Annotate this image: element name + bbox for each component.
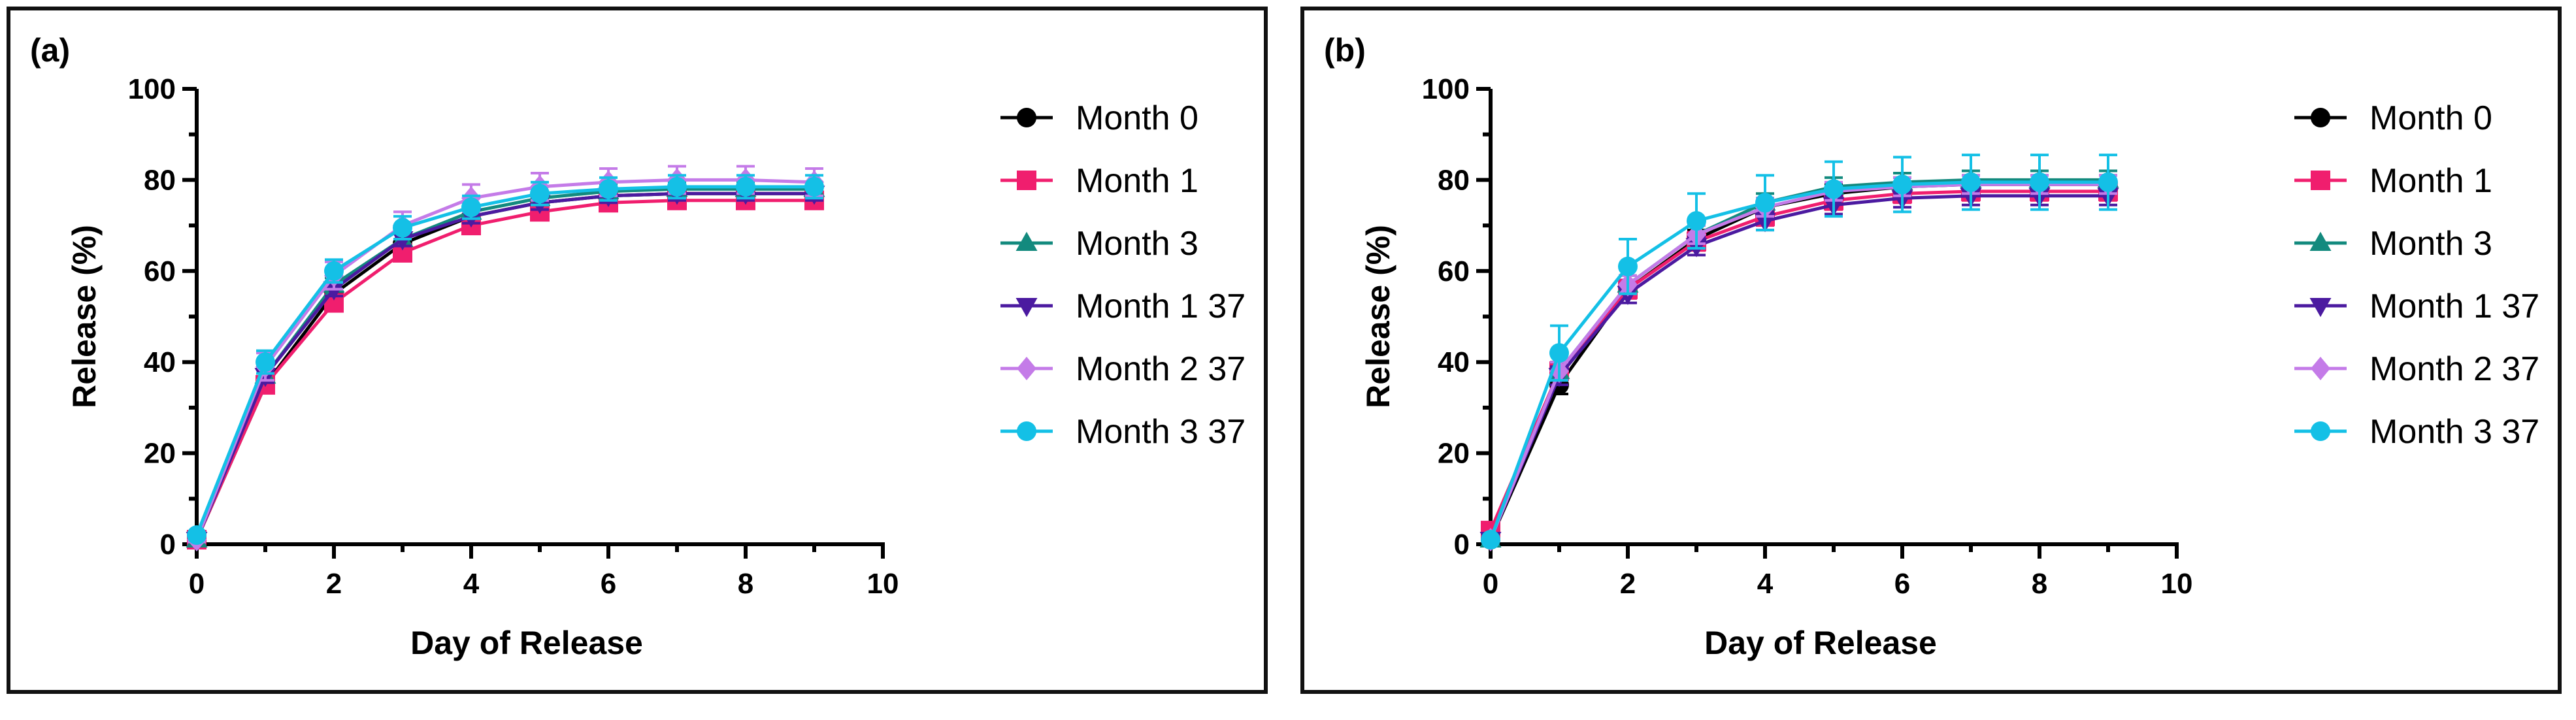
- x-tick-label: 4: [463, 568, 480, 600]
- legend-marker: [1017, 357, 1036, 380]
- data-point: [530, 184, 550, 204]
- data-point: [736, 176, 755, 197]
- x-tick-label: 0: [1483, 568, 1498, 600]
- y-tick-label: 20: [144, 438, 176, 470]
- series-line: [1489, 182, 2108, 541]
- legend-marker: [2311, 357, 2330, 380]
- legend-label: Month 1: [2370, 162, 2492, 200]
- data-point: [187, 525, 206, 546]
- data-point: [1549, 343, 1569, 363]
- legend-label: Month 1 37: [1076, 287, 1246, 325]
- y-axis-title: Release (%): [66, 225, 103, 408]
- panel-label-b: (b): [1324, 32, 1366, 69]
- x-tick-label: 8: [2032, 568, 2047, 600]
- data-point: [2098, 172, 2118, 192]
- data-point: [667, 176, 687, 197]
- y-tick-label: 80: [144, 164, 176, 196]
- y-tick-label: 0: [1454, 529, 1470, 561]
- x-tick-label: 4: [1757, 568, 1774, 600]
- y-axis-title: Release (%): [1360, 225, 1396, 408]
- x-tick-label: 6: [1894, 568, 1910, 600]
- legend-marker: [1017, 421, 1036, 441]
- series-4: [1479, 185, 2119, 551]
- series-line: [1489, 180, 2108, 540]
- legend-label: Month 0: [2370, 99, 2492, 137]
- legend-label: Month 3 37: [2370, 413, 2539, 451]
- legend-marker: [2311, 171, 2330, 190]
- legend-label: Month 1 37: [2370, 287, 2539, 325]
- x-axis-title: Day of Release: [410, 625, 643, 661]
- legend-marker: [2311, 108, 2330, 127]
- data-point: [1481, 530, 1500, 550]
- series-4: [186, 185, 825, 551]
- data-point: [1824, 179, 1843, 199]
- x-tick-label: 8: [738, 568, 753, 600]
- y-tick-label: 40: [144, 346, 176, 378]
- series-line: [195, 185, 814, 536]
- legend-marker: [1016, 298, 1038, 318]
- data-point: [324, 261, 344, 281]
- data-point: [1892, 174, 1912, 195]
- chart-b-svg: (b) 0 20 40 60 80 100 0 2 4 6 8 10 Day of Release Rele…: [1324, 32, 2539, 661]
- legend-marker: [2309, 231, 2332, 251]
- legend-label: Month 2 37: [1076, 350, 1246, 388]
- data-point: [391, 231, 414, 251]
- x-axis-title: Day of Release: [1704, 625, 1937, 661]
- series-line: [1489, 182, 2108, 540]
- data-point: [461, 197, 481, 218]
- legend-label: Month 3: [1076, 225, 1198, 263]
- data-point: [1755, 193, 1775, 213]
- y-tick-label: 60: [1438, 255, 1470, 287]
- series-line: [195, 199, 814, 541]
- legend-marker: [1016, 231, 1038, 251]
- x-tick-label: 10: [2161, 568, 2193, 600]
- data-point: [323, 281, 345, 301]
- chart-panel-a: (a) 0 20 40 60 80 100 0 2 4 6 8 10 Day of Release Rele…: [7, 7, 1268, 694]
- series-line: [1489, 178, 2108, 540]
- series-line: [195, 187, 814, 540]
- y-tick-label: 0: [160, 529, 176, 561]
- panel-label-a: (a): [30, 32, 70, 69]
- legend-label: Month 0: [1076, 99, 1198, 137]
- series-2: [187, 190, 824, 550]
- y-tick-label: 60: [144, 255, 176, 287]
- legend-marker: [2311, 421, 2330, 441]
- chart-panel-b: (b) 0 20 40 60 80 100 0 2 4 6 8 10 Day of Release Rele…: [1300, 7, 2562, 694]
- data-point: [1618, 256, 1638, 276]
- series-line: [195, 191, 814, 540]
- legend-marker: [1017, 171, 1036, 190]
- y-tick-label: 40: [1438, 346, 1470, 378]
- data-point: [393, 218, 412, 238]
- series-line: [1489, 194, 2108, 540]
- x-tick-label: 0: [189, 568, 205, 600]
- chart-a-svg: (a) 0 20 40 60 80 100 0 2 4 6 8 10 Day of Release Rele…: [30, 32, 1246, 661]
- series-1: [1481, 174, 2118, 550]
- legend-marker: [1017, 108, 1036, 127]
- data-point: [2030, 172, 2049, 192]
- series-line: [1489, 189, 2108, 532]
- legend-label: Month 2 37: [2370, 350, 2539, 388]
- data-point: [1687, 211, 1706, 231]
- x-tick-label: 10: [867, 568, 899, 600]
- y-tick-label: 80: [1438, 164, 1470, 196]
- y-tick-label: 100: [128, 73, 176, 105]
- series-line: [195, 191, 814, 541]
- series-line: [195, 178, 815, 540]
- data-point: [256, 352, 275, 372]
- legend-marker: [2309, 298, 2332, 318]
- y-tick-label: 20: [1438, 438, 1470, 470]
- legend-label: Month 1: [1076, 162, 1198, 200]
- data-point: [599, 179, 618, 199]
- series-6: [187, 174, 824, 546]
- data-point: [804, 176, 824, 197]
- y-tick-label: 100: [1422, 73, 1470, 105]
- series-5: [187, 165, 824, 552]
- legend-label: Month 3: [2370, 225, 2492, 263]
- x-tick-label: 2: [326, 568, 342, 600]
- x-tick-label: 6: [601, 568, 616, 600]
- series-6: [1481, 154, 2118, 550]
- data-point: [1961, 172, 1981, 192]
- x-tick-label: 2: [1620, 568, 1636, 600]
- legend-label: Month 3 37: [1076, 413, 1246, 451]
